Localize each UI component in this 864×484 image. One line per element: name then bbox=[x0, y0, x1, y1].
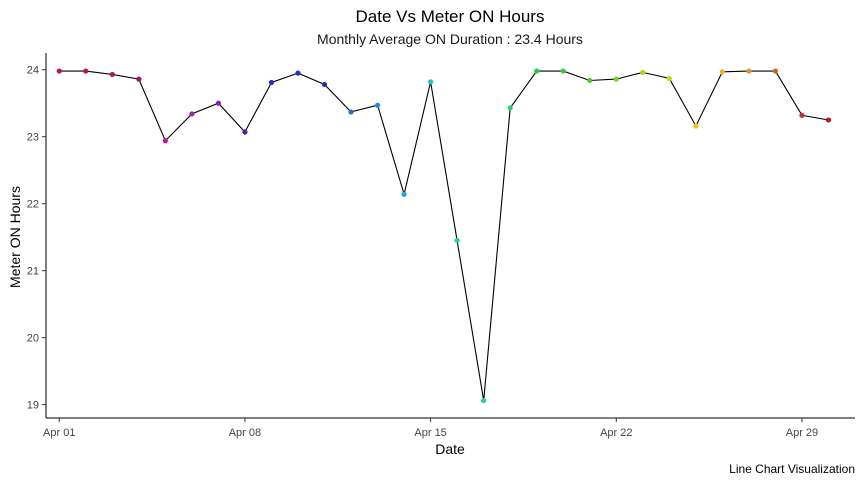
x-tick-label: Apr 08 bbox=[229, 427, 261, 439]
data-point bbox=[109, 71, 115, 78]
data-point bbox=[772, 68, 779, 74]
x-tick-label: Apr 01 bbox=[43, 427, 75, 439]
y-axis-title: Meter ON Hours bbox=[7, 186, 23, 288]
y-tick-label: 21 bbox=[27, 266, 39, 278]
data-point bbox=[242, 129, 248, 135]
y-tick-label: 24 bbox=[27, 65, 39, 77]
data-point bbox=[136, 76, 142, 82]
y-tick-label: 19 bbox=[27, 400, 39, 412]
data-point bbox=[56, 68, 62, 74]
data-point bbox=[587, 77, 593, 84]
x-tick-label: Apr 15 bbox=[414, 427, 446, 439]
x-tick-label: Apr 29 bbox=[786, 427, 818, 439]
chart-subtitle: Monthly Average ON Duration : 23.4 Hours bbox=[317, 31, 583, 47]
data-point bbox=[560, 68, 566, 74]
data-point bbox=[746, 68, 752, 74]
chart-title: Date Vs Meter ON Hours bbox=[356, 7, 545, 26]
data-point bbox=[454, 237, 460, 244]
data-point bbox=[321, 81, 328, 88]
data-point bbox=[268, 79, 275, 86]
data-point bbox=[507, 105, 513, 111]
data-point bbox=[162, 138, 168, 144]
data-point bbox=[428, 79, 434, 85]
data-point bbox=[481, 397, 487, 404]
data-point bbox=[374, 102, 381, 108]
data-point bbox=[666, 75, 672, 82]
x-tick-label: Apr 22 bbox=[600, 427, 632, 439]
y-tick-label: 22 bbox=[27, 199, 39, 211]
y-tick-label: 20 bbox=[27, 333, 39, 345]
y-tick-label: 23 bbox=[27, 132, 39, 144]
series-line bbox=[59, 70, 829, 401]
data-point bbox=[348, 109, 354, 115]
data-point bbox=[693, 123, 699, 129]
data-point bbox=[534, 68, 540, 74]
data-point bbox=[295, 70, 301, 76]
data-point bbox=[799, 112, 805, 118]
data-point bbox=[825, 117, 832, 123]
series-path bbox=[59, 70, 829, 401]
data-point bbox=[401, 191, 407, 197]
x-axis-title: Date bbox=[435, 441, 465, 457]
data-point bbox=[613, 76, 619, 82]
data-point bbox=[189, 111, 195, 117]
data-point bbox=[719, 69, 725, 75]
data-point bbox=[215, 100, 222, 106]
data-point bbox=[83, 68, 89, 74]
chart-caption: Line Chart Visualization bbox=[729, 462, 855, 476]
data-point bbox=[640, 69, 646, 76]
series-points bbox=[56, 68, 832, 404]
axes: 19 20 21 22 23 24 Apr 01 Apr 08 Apr 15 Apr 22 Apr … bbox=[27, 53, 855, 439]
